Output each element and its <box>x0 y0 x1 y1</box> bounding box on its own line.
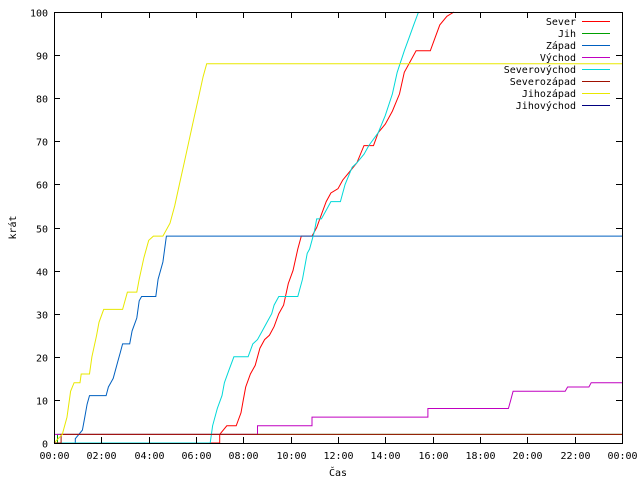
y-axis-label: krát <box>7 215 19 239</box>
x-tick-label: 12:00 <box>323 451 353 462</box>
x-tick-label: 08:00 <box>228 451 258 462</box>
x-tick-label: 22:00 <box>560 451 590 462</box>
x-tick-label: 06:00 <box>181 451 211 462</box>
y-tick-label: 20 <box>36 354 48 365</box>
y-tick-label: 60 <box>36 181 48 192</box>
legend-label: Jihozápad <box>522 88 576 100</box>
x-tick-label: 18:00 <box>465 451 495 462</box>
series-line <box>54 11 455 444</box>
series-line <box>53 63 622 444</box>
y-tick-label: 40 <box>36 268 48 279</box>
y-tick-label: 80 <box>36 95 48 106</box>
y-tick-label: 100 <box>30 9 48 20</box>
series-line <box>54 11 419 444</box>
series-line <box>54 382 622 435</box>
ticks-layer: 0 10 20 30 40 50 60 70 80 90 100 00:00 02:00 04:00 06:… <box>30 9 638 463</box>
x-tick-label: 20:00 <box>512 451 542 462</box>
y-tick-label: 10 <box>36 397 48 408</box>
legend-label: Severovýchod <box>504 64 576 76</box>
series-line <box>54 235 622 444</box>
y-tick-label: 70 <box>36 138 48 149</box>
legend-label: Sever <box>546 17 576 28</box>
y-tick-label: 30 <box>36 311 48 322</box>
x-tick-label: 00:00 <box>607 451 637 462</box>
legend-label: Východ <box>540 52 576 64</box>
x-tick-label: 10:00 <box>276 451 306 462</box>
y-tick-label: 0 <box>42 440 48 451</box>
x-tick-label: 14:00 <box>370 451 400 462</box>
y-tick-label: 50 <box>36 225 48 236</box>
legend: SeverJihZápadVýchodSeverovýchodSeverozáp… <box>504 17 610 112</box>
x-axis-label: Čas <box>329 466 347 479</box>
x-tick-label: 16:00 <box>418 451 448 462</box>
legend-label: Severozápad <box>510 76 576 88</box>
legend-label: Jih <box>558 29 576 40</box>
x-tick-label: 00:00 <box>39 451 69 462</box>
x-tick-label: 02:00 <box>86 451 116 462</box>
y-tick-label: 90 <box>36 52 48 63</box>
legend-label: Jihovýchod <box>516 100 576 112</box>
legend-label: Západ <box>546 40 576 52</box>
x-tick-label: 04:00 <box>134 451 164 462</box>
